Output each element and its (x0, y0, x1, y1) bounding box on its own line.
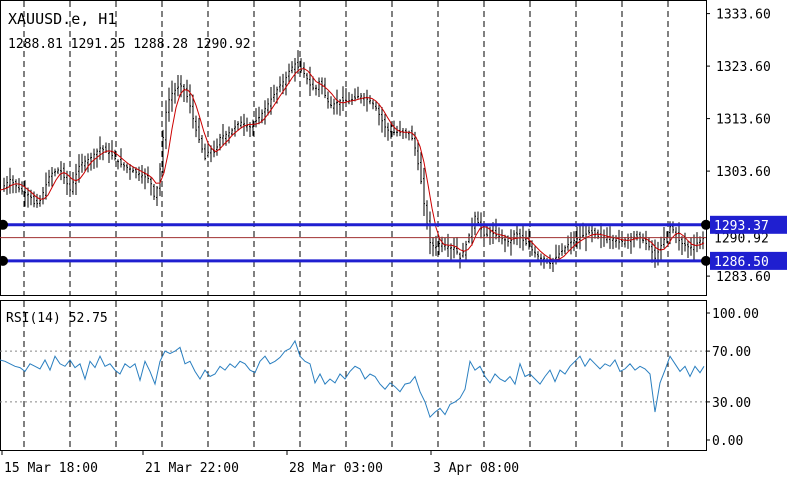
level-handle-right (701, 219, 711, 230)
level-price-badge (710, 215, 787, 234)
price-axis: 1333.60 1323.60 1313.60 1303.60 1283.60 (706, 8, 771, 285)
price-pane-frame (0, 0, 707, 296)
rsi-line (0, 339, 705, 419)
rsi-tick-label: 0.00 (712, 434, 743, 449)
time-tick-label: 3 Apr 08:00 (433, 461, 519, 476)
price-tick-label: 1313.60 (716, 113, 771, 128)
time-tick-label: 15 Mar 18:00 (4, 461, 98, 476)
rsi-pane-frame (0, 300, 707, 451)
rsi-axis: 100.00 70.00 30.00 0.00 (706, 307, 759, 449)
time-axis: 15 Mar 18:00 21 Mar 22:00 28 Mar 03:00 3 Ap… (1, 450, 519, 476)
level-price-badge (710, 251, 787, 270)
candlestick-series (3, 50, 704, 272)
rsi-label: RSI(14) 52.75 (6, 311, 108, 326)
price-tick-label: 1303.60 (716, 165, 771, 180)
rsi-tick-label: 70.00 (712, 345, 751, 360)
level-handle-left (0, 219, 8, 230)
level-handle-right (701, 255, 711, 266)
current-price-label: 1290.92 (714, 232, 769, 247)
rsi-tick-label: 100.00 (712, 307, 759, 322)
time-tick-label: 21 Mar 22:00 (145, 461, 239, 476)
level-price-label: 1286.50 (714, 255, 769, 270)
rsi-level-lines (0, 350, 706, 403)
level-handle-left (0, 255, 8, 266)
price-tick-label: 1323.60 (716, 60, 771, 75)
time-tick-label: 28 Mar 03:00 (289, 461, 383, 476)
symbol-title: XAUUSD.e, H1 (8, 10, 116, 28)
price-tick-label: 1283.60 (716, 270, 771, 285)
price-tick-label: 1333.60 (716, 8, 771, 23)
ohlc-readout: 1288.81 1291.25 1288.28 1290.92 (8, 37, 251, 52)
rsi-tick-label: 30.00 (712, 396, 751, 411)
level-price-label: 1293.37 (714, 219, 769, 234)
